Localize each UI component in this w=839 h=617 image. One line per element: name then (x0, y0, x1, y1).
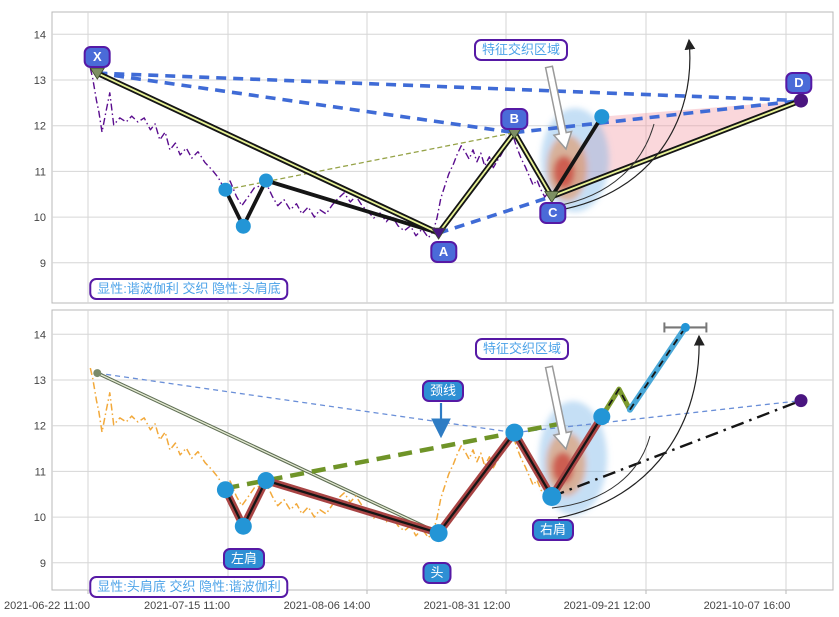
point-dot-POST (594, 109, 610, 125)
pattern-line-oliveBold-core (601, 388, 631, 418)
x-tick-label: 2021-08-31 12:00 (424, 600, 511, 612)
price-line (89, 367, 555, 539)
y-tick-label: 10 (34, 212, 46, 224)
point-dot-LS1 (218, 182, 233, 197)
head-label: 头 (422, 562, 452, 584)
point-dot-LS3 (257, 472, 275, 489)
annotation-curve (551, 435, 651, 509)
heat-blob-core (553, 156, 575, 188)
point-dot-A (429, 524, 448, 543)
pattern-line-blueDashBold (514, 98, 802, 135)
vertex-marker-C (544, 191, 560, 204)
point-label-X: X (83, 46, 111, 69)
feature-zone-label-bottom: 特征交织区域 (474, 338, 570, 360)
point-label-D: D (785, 71, 813, 94)
x-tick-label: 2021-09-21 12:00 (564, 600, 651, 612)
pattern-caption-bottom: 显性:头肩底 交织 隐性:谐波伽利 (89, 576, 289, 598)
pattern-line-hsMid (223, 178, 441, 236)
x-tick-label: 2021-08-06 14:00 (284, 600, 371, 612)
pattern-line-dashDot (551, 399, 802, 498)
point-label-C: C (539, 201, 567, 224)
right-shoulder-label: 右肩 (531, 519, 575, 541)
price-line (89, 67, 554, 239)
y-tick-label: 12 (34, 121, 46, 133)
y-tick-label: 11 (35, 466, 46, 478)
y-tick-label: 13 (34, 75, 46, 87)
pattern-line-breakout-core (629, 326, 687, 411)
y-tick-label: 11 (35, 166, 46, 178)
x-tick-label: 2021-07-15 11:00 (144, 600, 230, 612)
x-tick-label: 2021-10-07 16:00 (704, 600, 791, 612)
y-tick-label: 9 (40, 258, 46, 270)
point-dot-D (794, 394, 808, 408)
point-dot-LS3 (259, 173, 273, 188)
plot-area-border[interactable] (51, 11, 834, 304)
panel-explicit-gartley: 14 13 12 11 10 9 (34, 11, 834, 304)
pattern-line-oliveDashThin (225, 131, 515, 191)
left-shoulder-label: 左肩 (222, 548, 266, 570)
point-label-A: A (429, 241, 458, 264)
point-dot-X (93, 369, 102, 378)
plot-area-border[interactable] (51, 309, 834, 591)
feature-zone-arrow (544, 65, 573, 151)
y-tick-label: 14 (34, 329, 46, 341)
pattern-line-grayDouble-core (96, 372, 440, 534)
pattern-line-neckBold (224, 421, 563, 491)
neckline-label: 颈线 (421, 380, 465, 402)
point-dot-LS2 (235, 218, 251, 234)
point-dot-LS2 (234, 517, 252, 535)
point-dot-B (505, 423, 524, 442)
y-tick-label: 12 (34, 421, 46, 433)
y-tick-label: 9 (40, 558, 46, 570)
feature-zone-arrow (544, 365, 573, 451)
point-dot-POST (593, 408, 611, 426)
point-dot-C (542, 487, 562, 506)
y-tick-label: 10 (34, 512, 46, 524)
x-tick-label: 2021-06-22 11:00 (4, 600, 90, 612)
vertex-marker-A (430, 227, 447, 240)
panel-explicit-head-shoulders: 14 13 12 11 10 9 (34, 309, 834, 591)
pattern-line-blueDashBold (438, 194, 553, 235)
pattern-caption-top: 显性:谐波伽利 交织 隐性:头肩底 (89, 278, 289, 300)
point-dot-CAP (680, 322, 690, 332)
annotation-curve (555, 123, 655, 207)
trend-arrow-curve (559, 38, 696, 211)
feature-zone-label-top: 特征交织区域 (473, 39, 569, 61)
trend-arrow-curve (557, 334, 705, 519)
pattern-line-blueDashBold (97, 71, 802, 103)
y-tick-label: 13 (34, 375, 46, 387)
point-dot-LS1 (216, 481, 234, 499)
point-label-B: B (500, 107, 529, 130)
pattern-line-blueDashBold (97, 71, 515, 135)
point-dot-D (794, 93, 808, 108)
pattern-line-hsMid (549, 114, 604, 199)
y-tick-label: 14 (34, 29, 46, 41)
